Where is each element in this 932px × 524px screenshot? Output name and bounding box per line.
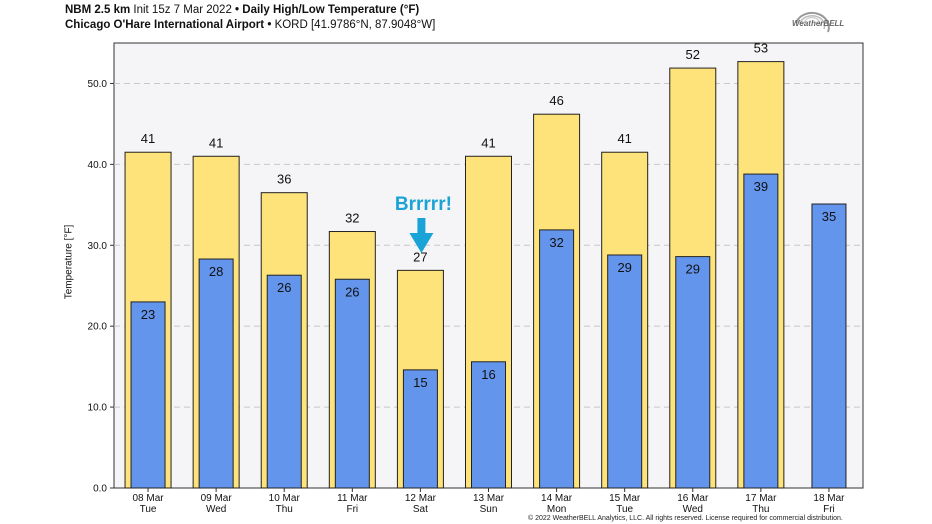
copyright-notice: © 2022 WeatherBELL Analytics, LLC. All r… (528, 515, 843, 522)
low-bar-2 (266, 274, 302, 489)
x-tick-label-date-4: 12 Mar (405, 493, 437, 504)
low-label-6: 32 (549, 235, 563, 250)
x-tick-label-day-10: Fri (823, 504, 835, 515)
x-tick-label-day-6: Mon (547, 504, 566, 515)
low-label-4: 15 (413, 375, 427, 390)
high-label-1: 41 (209, 135, 223, 150)
high-label-6: 46 (549, 93, 563, 108)
x-tick-label-day-8: Wed (683, 504, 703, 515)
annotation-brrrrr: Brrrrr! (395, 194, 452, 215)
low-bar-7 (607, 254, 643, 489)
low-bar-4 (402, 369, 438, 489)
low-bar-8 (675, 256, 711, 489)
low-label-8: 29 (686, 262, 700, 277)
bullet-1: • (235, 4, 240, 16)
y-tick-label-0: 0.0 (93, 484, 107, 495)
x-tick-label-date-9: 17 Mar (745, 493, 777, 504)
chart-header-line1: NBM 2.5 km Init 15z 7 Mar 2022 • Daily H… (65, 4, 419, 16)
model-name: NBM 2.5 km (65, 4, 131, 16)
high-label-9: 53 (754, 41, 768, 56)
x-tick-label-day-9: Thu (752, 504, 769, 515)
high-label-7: 41 (617, 131, 631, 146)
x-tick-label-day-3: Fri (346, 504, 358, 515)
x-tick-label-date-5: 13 Mar (473, 493, 505, 504)
high-label-4: 27 (413, 249, 427, 264)
x-tick-label-day-4: Sat (413, 504, 428, 515)
y-tick-label-3: 30.0 (88, 241, 108, 252)
high-label-8: 52 (686, 47, 700, 62)
x-tick-label-day-5: Sun (480, 504, 498, 515)
chart-header-line2: Chicago O'Hare International Airport • K… (65, 19, 435, 31)
location-name: Chicago O'Hare International Airport (65, 19, 265, 31)
y-tick-label-5: 50.0 (88, 79, 108, 90)
x-tick-label-date-2: 10 Mar (269, 493, 301, 504)
x-tick-label-date-3: 11 Mar (337, 493, 368, 504)
low-bar-1 (198, 258, 234, 489)
low-label-7: 29 (617, 260, 631, 275)
x-tick-label-date-10: 18 Mar (813, 493, 845, 504)
low-label-9: 39 (754, 179, 768, 194)
low-bar-6 (539, 229, 575, 489)
x-tick-label-day-1: Wed (206, 504, 226, 515)
annotation-arrow-shaft (417, 218, 426, 234)
low-bar-0 (130, 301, 166, 489)
low-label-5: 16 (481, 367, 495, 382)
low-bar-10 (811, 203, 847, 489)
y-tick-label-2: 20.0 (88, 322, 108, 333)
x-tick-label-day-2: Thu (276, 504, 293, 515)
x-tick-label-date-1: 09 Mar (201, 493, 233, 504)
weatherbell-logo: WeatherBELL (792, 11, 844, 33)
svg-text:WeatherBELL: WeatherBELL (792, 19, 844, 28)
product-title: Daily High/Low Temperature (°F) (242, 4, 420, 16)
x-tick-label-date-8: 16 Mar (677, 493, 709, 504)
y-tick-label-4: 40.0 (88, 160, 108, 171)
high-label-0: 41 (141, 131, 155, 146)
low-label-10: 35 (822, 209, 836, 224)
x-tick-label-day-0: Tue (140, 504, 157, 515)
x-tick-label-date-0: 08 Mar (132, 493, 164, 504)
bullet-2: • (267, 19, 272, 31)
x-tick-label-day-7: Tue (616, 504, 633, 515)
high-label-3: 32 (345, 211, 359, 226)
low-bar-3 (334, 278, 370, 489)
station-info: KORD [41.9786°N, 87.9048°W] (274, 19, 436, 31)
y-tick-label-1: 10.0 (88, 403, 108, 414)
low-bar-9 (743, 173, 779, 489)
high-label-2: 36 (277, 172, 291, 187)
low-label-1: 28 (209, 264, 223, 279)
x-tick-label-date-7: 15 Mar (609, 493, 641, 504)
arrow-down-icon (409, 233, 434, 253)
init-time: Init 15z 7 Mar 2022 (133, 4, 232, 16)
low-label-2: 26 (277, 280, 291, 295)
high-label-5: 41 (481, 135, 495, 150)
low-label-0: 23 (141, 307, 155, 322)
x-tick-label-date-6: 14 Mar (541, 493, 573, 504)
low-label-3: 26 (345, 284, 359, 299)
